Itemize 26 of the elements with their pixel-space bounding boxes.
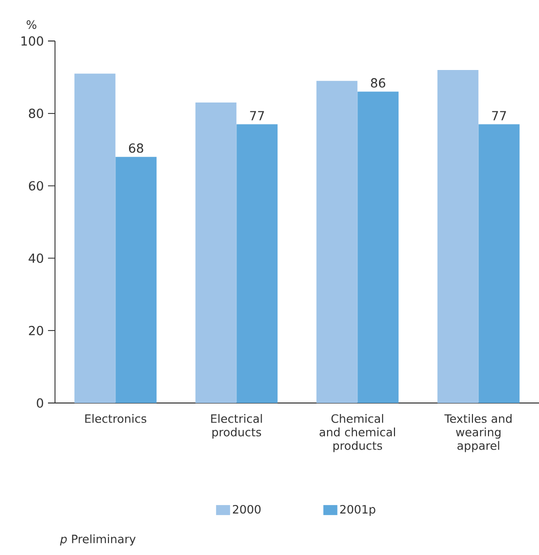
bar bbox=[116, 156, 157, 403]
bar bbox=[236, 124, 278, 403]
x-tick-label: Textiles and wearing apparel bbox=[444, 414, 512, 452]
bar bbox=[74, 74, 116, 403]
x-tick-label: Electrical products bbox=[211, 414, 262, 439]
y-tick-label: 40 bbox=[28, 253, 44, 263]
x-tick-label: Electronics bbox=[85, 414, 146, 423]
legend-label: 2001p bbox=[340, 504, 376, 516]
y-tick-label: 0 bbox=[36, 398, 44, 408]
y-tick-label: 80 bbox=[28, 108, 44, 118]
text: p Preliminary bbox=[60, 534, 136, 546]
bar bbox=[316, 80, 358, 403]
y-tick-label: 20 bbox=[28, 326, 44, 336]
bar bbox=[358, 92, 399, 403]
y-axis-title: % bbox=[26, 20, 36, 29]
data-label: 68 bbox=[128, 143, 144, 153]
y-tick-label: 60 bbox=[28, 181, 44, 191]
bar bbox=[437, 70, 478, 403]
data-label: 77 bbox=[492, 111, 506, 120]
legend-label: 2000 bbox=[232, 504, 261, 514]
bar bbox=[195, 102, 236, 403]
data-label: 77 bbox=[250, 111, 264, 120]
x-tick-label: Chemical and chemical products bbox=[320, 414, 395, 452]
data-label: 86 bbox=[370, 78, 386, 88]
bar bbox=[478, 124, 520, 403]
y-tick-label: 100 bbox=[21, 36, 44, 46]
